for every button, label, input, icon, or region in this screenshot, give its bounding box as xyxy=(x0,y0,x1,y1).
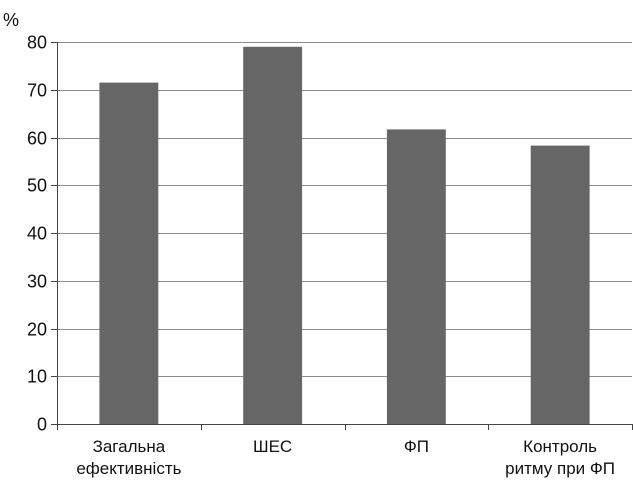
x-category-label: ФП xyxy=(404,437,429,456)
y-tick-label: 60 xyxy=(27,129,47,149)
x-category-label: Контроль ритму при ФП xyxy=(505,437,615,478)
y-tick-label: 70 xyxy=(27,81,47,101)
bar xyxy=(386,129,446,424)
y-tick-label: 50 xyxy=(27,176,47,196)
y-tick-label: 20 xyxy=(27,320,47,340)
x-category-label: Загальна ефективність xyxy=(76,437,181,478)
y-tick-label: 10 xyxy=(27,367,47,387)
x-category-label-line: ШЕС xyxy=(253,437,292,456)
bar xyxy=(243,46,303,425)
y-tick-labels: 0 10 20 30 40 50 60 70 80 xyxy=(27,33,47,435)
x-category-label-line: ритму при ФП xyxy=(505,459,615,478)
x-category-labels: Загальна ефективність ШЕС ФП Контроль ритму п… xyxy=(76,437,615,478)
y-tick-label: 80 xyxy=(27,33,47,53)
y-tick-label: 0 xyxy=(37,415,47,435)
y-tick-label: 40 xyxy=(27,224,47,244)
bars xyxy=(99,46,590,425)
x-category-label-line: Загальна xyxy=(93,437,166,456)
x-category-label: ШЕС xyxy=(253,437,292,456)
y-axis-unit-label: % xyxy=(3,10,19,30)
bar xyxy=(530,145,590,424)
bar xyxy=(99,82,159,424)
axes xyxy=(51,42,633,430)
x-category-label-line: ефективність xyxy=(76,459,181,478)
y-tick-label: 30 xyxy=(27,272,47,292)
x-category-label-line: ФП xyxy=(404,437,429,456)
x-category-label-line: Контроль xyxy=(523,437,597,456)
